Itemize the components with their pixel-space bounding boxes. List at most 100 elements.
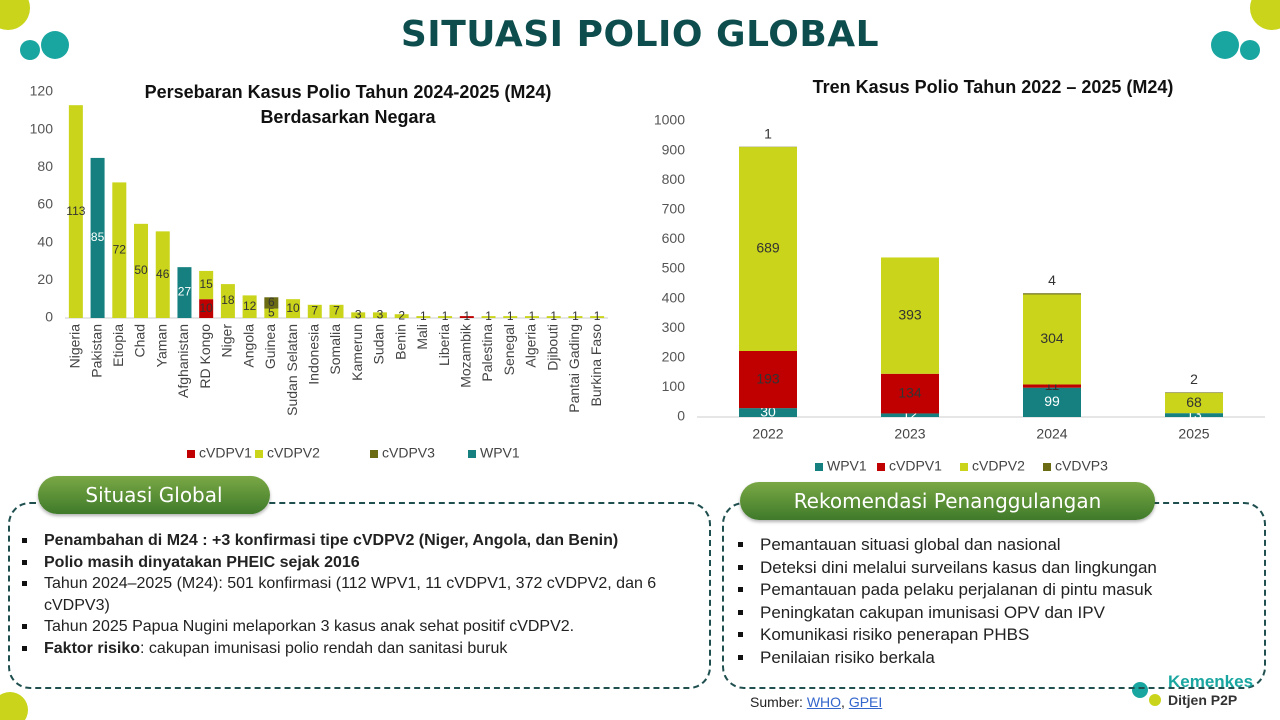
bar-segment [372, 312, 387, 318]
bar-segment [481, 316, 496, 318]
data-label: 7 [311, 304, 318, 318]
bullet: Pemantauan pada pelaku perjalanan di pin… [734, 579, 1264, 602]
bar-segment [739, 147, 797, 351]
x-tick-label: Etiopia [110, 324, 126, 367]
data-label: 2 [1190, 371, 1198, 387]
data-label: 68 [1186, 394, 1202, 410]
bar-segment [134, 223, 149, 318]
x-tick-label: 2024 [1036, 426, 1067, 442]
legend-label: cVDPV3 [382, 445, 435, 461]
bar-segment [1023, 384, 1081, 388]
bar-segment [242, 295, 257, 318]
legend-label: WPV1 [480, 445, 520, 461]
data-label: 1 [764, 125, 772, 141]
bar-segment [524, 316, 539, 318]
bullet: Pemantauan situasi global dan nasional [734, 534, 1264, 557]
data-label: 72 [113, 242, 127, 256]
bar-segment [90, 157, 105, 318]
data-label: 12 [243, 299, 257, 313]
x-tick-label: Djibouti [544, 324, 560, 371]
bar-segment [68, 105, 83, 318]
data-label: 1 [485, 309, 492, 323]
bullet: Penilaian risiko berkala [734, 647, 1264, 670]
logo-name: Kemenkes [1168, 672, 1254, 691]
bar-segment [307, 304, 322, 318]
x-tick-label: Palestina [479, 324, 495, 382]
legend-swatch [255, 450, 263, 458]
x-tick-label: 2025 [1178, 426, 1209, 442]
x-tick-label: RD Kongo [197, 324, 213, 389]
rekomendasi-box: Pemantauan situasi global dan nasional De… [722, 502, 1266, 689]
data-label: 4 [1048, 272, 1056, 288]
y-tick-label: 400 [662, 289, 686, 305]
bar-segment [264, 297, 279, 309]
data-label: 1 [550, 309, 557, 323]
y-tick-label: 1000 [654, 112, 685, 128]
x-tick-label: Mozambik [458, 323, 474, 388]
y-tick-label: 60 [37, 196, 53, 212]
data-label: 15 [200, 277, 214, 291]
x-tick-label: Burkina Faso [588, 324, 604, 407]
data-label: 3 [355, 307, 362, 321]
data-label: 10 [200, 301, 214, 315]
data-label: 18 [221, 293, 235, 307]
bullet-bold: Faktor risiko [44, 639, 141, 657]
y-tick-label: 100 [30, 120, 54, 136]
data-label: 2 [398, 308, 405, 322]
x-tick-label: Chad [132, 324, 148, 357]
bar-segment [351, 312, 366, 318]
bar-segment [568, 316, 583, 318]
y-tick-label: 100 [662, 378, 686, 394]
logo-unit: Ditjen P2P [1168, 692, 1238, 708]
bar-segment [881, 373, 939, 414]
y-tick-label: 120 [30, 83, 54, 99]
data-label: 304 [1040, 330, 1064, 346]
bar-segment [1165, 392, 1223, 394]
data-label: 1 [572, 309, 579, 323]
x-tick-label: Indonesia [305, 324, 321, 385]
data-label: 50 [134, 263, 148, 277]
data-label: 46 [156, 267, 170, 281]
rekomendasi-list: Pemantauan situasi global dan nasional De… [734, 534, 1264, 669]
x-tick-label: 2023 [894, 426, 925, 442]
logo: Kemenkes Ditjen P2P [1168, 672, 1253, 708]
source-separator: , [841, 694, 845, 710]
data-label: 1 [442, 309, 449, 323]
bar-segment [220, 284, 235, 318]
data-label: 5 [268, 305, 275, 319]
chart-title: Tren Kasus Polio Tahun 2022 – 2025 (M24) [813, 77, 1174, 97]
y-tick-label: 40 [37, 233, 53, 249]
data-label: 1 [420, 309, 427, 323]
x-tick-label: Yaman [153, 324, 169, 367]
data-label: 6 [268, 295, 275, 309]
data-label: 1 [507, 309, 514, 323]
y-tick-label: 600 [662, 230, 686, 246]
source-link[interactable]: GPEI [848, 694, 883, 710]
x-tick-label: Mali [414, 324, 430, 350]
legend-label: cVDVP3 [1055, 458, 1108, 474]
x-tick-label: Sudan [371, 324, 387, 364]
y-tick-label: 0 [45, 309, 53, 325]
x-tick-label: Guinea [262, 324, 278, 369]
data-label: 193 [756, 370, 780, 386]
legend-label: cVDPV1 [889, 458, 942, 474]
source-label: Sumber: [750, 694, 803, 710]
bullet-bold: Polio masih dinyatakan PHEIC sejak 2016 [44, 553, 360, 571]
y-tick-label: 80 [37, 158, 53, 174]
situasi-list: Penambahan di M24 : +3 konfirmasi tipe c… [18, 530, 708, 659]
legend-swatch [1043, 463, 1051, 471]
bullet-bold: Penambahan di M24 : +3 konfirmasi tipe c… [44, 532, 619, 549]
legend-label: cVDPV1 [199, 445, 252, 461]
legend-label: cVDPV2 [267, 445, 320, 461]
x-tick-label: 2022 [752, 426, 783, 442]
bar-segment [438, 316, 453, 318]
legend-swatch [815, 463, 823, 471]
y-tick-label: 900 [662, 141, 686, 157]
bar-segment [503, 316, 518, 318]
data-label: 1 [594, 309, 601, 323]
source-link[interactable]: WHO [806, 694, 842, 710]
bar-segment [1023, 293, 1081, 295]
bullet-text: Tahun 2025 Papua Nugini melaporkan 3 kas… [44, 618, 575, 635]
